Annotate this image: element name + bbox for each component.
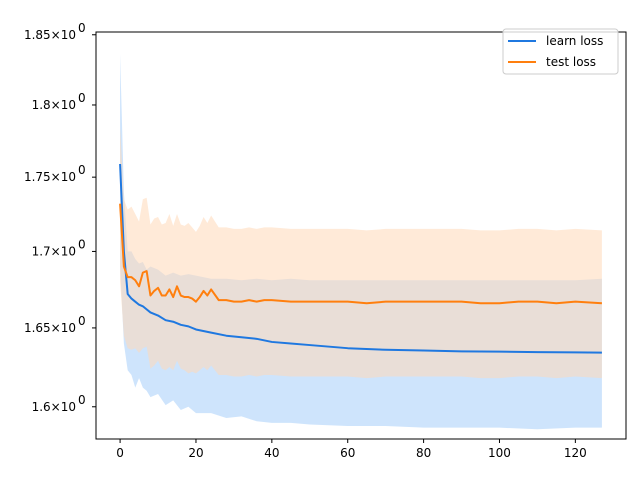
y-tick-exponent: 0 bbox=[78, 21, 86, 35]
y-tick-exponent: 0 bbox=[78, 237, 86, 251]
x-axis-ticks: 0 20 40 60 80 100 120 bbox=[116, 439, 587, 460]
legend: learn loss test loss bbox=[502, 28, 619, 75]
y-tick-label: 1.85×10 bbox=[24, 28, 76, 42]
y-tick-label: 1.8×10 bbox=[32, 98, 76, 112]
x-tick-label: 0 bbox=[116, 446, 124, 460]
x-tick-label: 100 bbox=[488, 446, 511, 460]
y-tick-exponent: 0 bbox=[78, 163, 86, 177]
x-tick-label: 80 bbox=[416, 446, 431, 460]
axes-frame bbox=[95, 31, 627, 440]
x-tick-label: 120 bbox=[564, 446, 587, 460]
y-tick-label: 1.65×10 bbox=[24, 321, 76, 335]
x-tick-label: 20 bbox=[188, 446, 203, 460]
plot-area bbox=[119, 54, 602, 430]
line-learn-loss bbox=[119, 163, 602, 354]
y-tick-label: 1.7×10 bbox=[32, 244, 76, 258]
y-tick-label: 1.75×10 bbox=[24, 170, 76, 184]
y-tick-exponent: 0 bbox=[78, 314, 86, 328]
y-axis-ticks: 1.6×10 01.65×10 01.7×10 01.75×10 01.8×10 01.8… bbox=[24, 21, 96, 414]
band-test-loss bbox=[120, 126, 602, 379]
legend-label-test-loss: test loss bbox=[546, 55, 596, 69]
series-lines bbox=[119, 163, 602, 354]
x-tick-label: 60 bbox=[340, 446, 355, 460]
y-tick-exponent: 0 bbox=[78, 91, 86, 105]
line-test-loss bbox=[119, 203, 602, 305]
x-tick-label: 40 bbox=[264, 446, 279, 460]
y-tick-label: 1.6×10 bbox=[32, 400, 76, 414]
y-tick-exponent: 0 bbox=[78, 393, 86, 407]
legend-label-learn-loss: learn loss bbox=[546, 34, 603, 48]
confidence-bands bbox=[120, 54, 602, 430]
